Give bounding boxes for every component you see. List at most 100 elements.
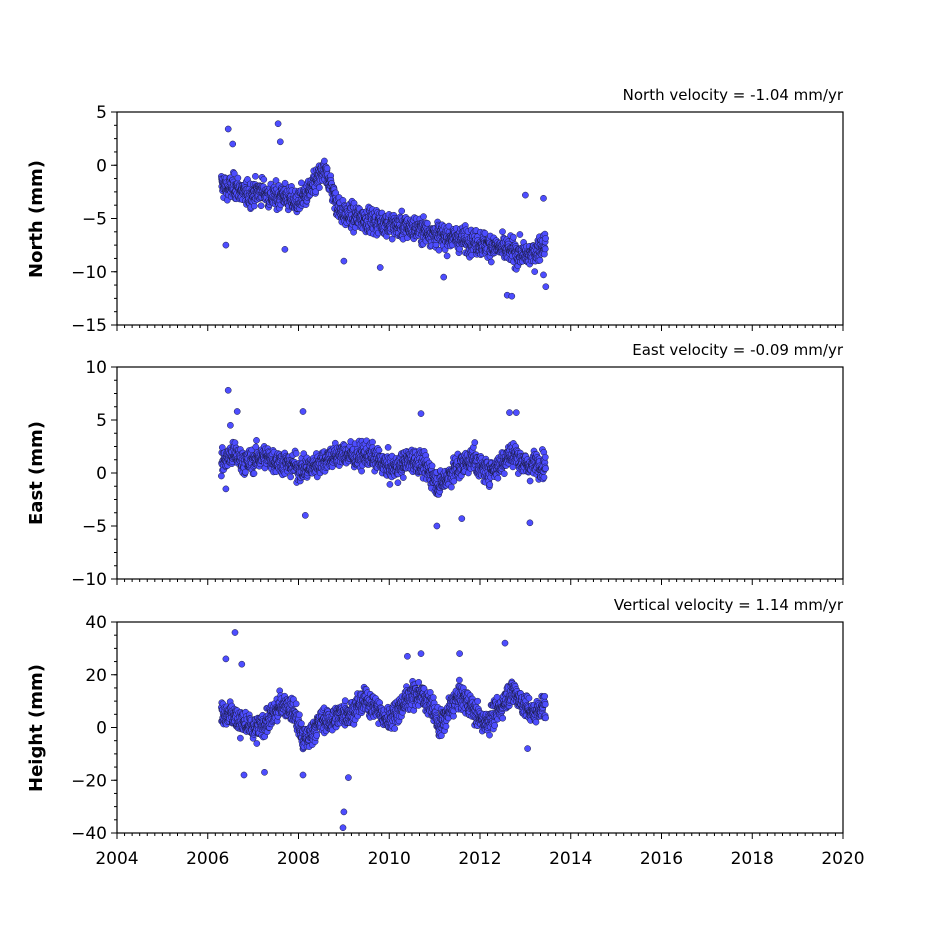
east-panel: East velocity = -0.09 mm/yr East (mm) 10… <box>26 341 844 590</box>
data-point <box>240 771 248 779</box>
data-point <box>260 176 268 183</box>
data-point <box>299 408 307 415</box>
x-tick-label: 2014 <box>549 849 592 869</box>
y-tick-label: 0 <box>96 156 107 176</box>
data-point <box>491 722 499 729</box>
data-point <box>238 660 246 668</box>
y-tick-label: −5 <box>82 517 107 537</box>
data-point <box>252 172 259 180</box>
x-tick-label: 2016 <box>640 849 683 869</box>
data-point <box>234 174 242 182</box>
data-point <box>222 485 230 493</box>
data-point <box>536 256 544 264</box>
data-point <box>458 515 466 522</box>
y-tick-label: −15 <box>71 316 107 336</box>
data-point <box>287 473 294 481</box>
data-point <box>253 437 260 444</box>
data-point <box>433 522 441 530</box>
data-point <box>339 824 347 832</box>
x-tick-label: 2010 <box>368 849 411 869</box>
data-point <box>369 438 376 446</box>
data-point <box>358 467 365 475</box>
data-point <box>281 179 289 187</box>
data-point <box>257 202 265 210</box>
data-points <box>218 120 550 300</box>
data-point <box>450 477 458 485</box>
data-point <box>542 235 549 242</box>
data-point <box>384 444 392 451</box>
data-point <box>386 481 394 488</box>
data-point <box>345 774 352 781</box>
data-point <box>261 768 268 776</box>
data-point <box>542 283 550 291</box>
height-ylabel: Height (mm) <box>26 664 47 792</box>
data-point <box>512 409 520 416</box>
data-point <box>394 479 402 487</box>
y-tick-label: 0 <box>96 719 107 739</box>
data-point <box>420 213 427 220</box>
data-point <box>340 808 348 816</box>
data-point <box>222 655 230 663</box>
data-point <box>376 264 384 271</box>
data-point <box>541 692 549 700</box>
y-tick-label: −5 <box>82 210 107 230</box>
data-point <box>531 268 539 275</box>
north-velocity-annotation: North velocity = -1.04 mm/yr <box>623 86 844 104</box>
data-point <box>222 241 230 249</box>
data-point <box>474 697 482 705</box>
data-point <box>542 465 549 472</box>
data-points <box>218 386 549 530</box>
y-tick-label: −10 <box>71 570 107 590</box>
data-point <box>332 189 340 197</box>
data-point <box>292 700 300 708</box>
data-point <box>274 120 282 128</box>
data-point <box>526 477 534 485</box>
data-point <box>440 273 448 281</box>
data-point <box>428 462 436 470</box>
data-point <box>299 771 307 779</box>
data-point <box>417 410 425 417</box>
data-point <box>316 184 323 191</box>
data-point <box>540 473 548 481</box>
data-point <box>227 421 234 429</box>
data-point <box>340 257 348 265</box>
x-tick-label: 2006 <box>186 849 229 869</box>
y-tick-label: −10 <box>71 263 107 283</box>
y-tick-label: −20 <box>71 771 107 791</box>
data-point <box>391 725 399 732</box>
data-point <box>292 450 300 457</box>
data-point <box>525 694 533 702</box>
data-point <box>272 177 280 184</box>
data-point <box>229 140 237 148</box>
plot-frame <box>116 111 844 326</box>
data-point <box>424 219 431 227</box>
y-tick-label: 0 <box>96 464 107 484</box>
data-point <box>508 292 516 300</box>
y-tick-label: 10 <box>85 358 107 378</box>
data-point <box>281 246 289 253</box>
north-panel: North velocity = -1.04 mm/yr North (mm) … <box>26 86 844 336</box>
data-point <box>442 723 450 730</box>
y-tick-label: 5 <box>96 103 107 123</box>
data-point <box>415 678 423 686</box>
x-tick-label: 2004 <box>95 849 138 869</box>
data-point <box>541 245 549 253</box>
data-point <box>540 194 547 202</box>
east-ylabel: East (mm) <box>26 421 47 525</box>
data-point <box>298 720 305 727</box>
x-tick-label: 2012 <box>458 849 501 869</box>
y-tick-label: 20 <box>85 666 107 686</box>
data-point <box>375 446 383 454</box>
x-tick-label: 2018 <box>731 849 774 869</box>
data-point <box>404 652 411 660</box>
data-point <box>541 453 549 461</box>
north-ylabel: North (mm) <box>26 160 47 278</box>
y-tick-label: 5 <box>96 411 107 431</box>
data-point <box>526 519 534 527</box>
data-point <box>321 157 328 165</box>
data-point <box>471 439 479 446</box>
data-point <box>540 271 547 279</box>
data-point <box>516 231 524 238</box>
data-point <box>522 191 529 199</box>
